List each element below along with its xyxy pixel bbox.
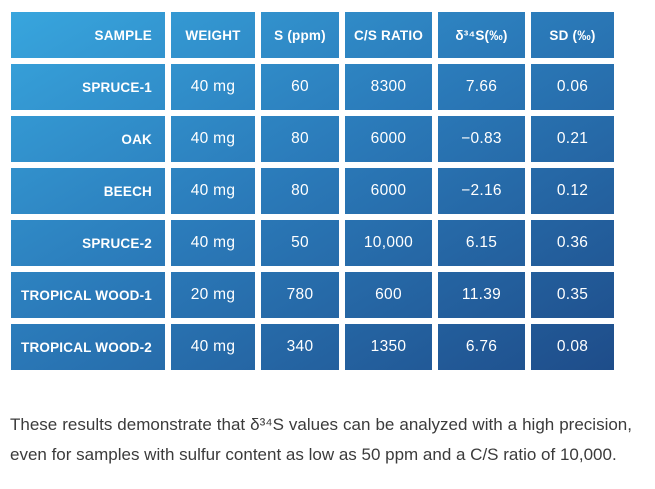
cell-sd: 0.35 — [528, 269, 617, 321]
cell-sample: SPRUCE-1 — [8, 61, 168, 113]
cell-s-ppm: 340 — [258, 321, 342, 373]
header-cell-d34s: δ³⁴S(‰) — [435, 9, 528, 61]
cell-cs-ratio: 600 — [342, 269, 435, 321]
cell-weight: 40 mg — [168, 61, 258, 113]
cell-d34s: −0.83 — [435, 113, 528, 165]
cell-sample: OAK — [8, 113, 168, 165]
cell-weight: 40 mg — [168, 217, 258, 269]
cell-sample: TROPICAL WOOD-2 — [8, 321, 168, 373]
cell-s-ppm: 50 — [258, 217, 342, 269]
cell-d34s: 7.66 — [435, 61, 528, 113]
cell-sample: SPRUCE-2 — [8, 217, 168, 269]
cell-weight: 40 mg — [168, 321, 258, 373]
header-cell-sample: SAMPLE — [8, 9, 168, 61]
cell-weight: 40 mg — [168, 165, 258, 217]
cell-cs-ratio: 8300 — [342, 61, 435, 113]
header-cell-s-ppm: S (ppm) — [258, 9, 342, 61]
cell-s-ppm: 80 — [258, 113, 342, 165]
header-cell-weight: WEIGHT — [168, 9, 258, 61]
cell-d34s: 6.76 — [435, 321, 528, 373]
cell-sd: 0.08 — [528, 321, 617, 373]
cell-cs-ratio: 6000 — [342, 113, 435, 165]
cell-d34s: 6.15 — [435, 217, 528, 269]
cell-sample: BEECH — [8, 165, 168, 217]
cell-s-ppm: 60 — [258, 61, 342, 113]
cell-d34s: 11.39 — [435, 269, 528, 321]
cell-s-ppm: 780 — [258, 269, 342, 321]
cell-sd: 0.21 — [528, 113, 617, 165]
cell-sd: 0.06 — [528, 61, 617, 113]
cell-weight: 40 mg — [168, 113, 258, 165]
cell-d34s: −2.16 — [435, 165, 528, 217]
cell-weight: 20 mg — [168, 269, 258, 321]
results-caption: These results demonstrate that δ³⁴S valu… — [10, 415, 632, 464]
cell-s-ppm: 80 — [258, 165, 342, 217]
results-table: SAMPLE WEIGHT S (ppm) C/S RATIO δ³⁴S(‰) … — [8, 9, 617, 373]
cell-cs-ratio: 10,000 — [342, 217, 435, 269]
cell-sample: TROPICAL WOOD-1 — [8, 269, 168, 321]
cell-cs-ratio: 6000 — [342, 165, 435, 217]
header-cell-cs-ratio: C/S RATIO — [342, 9, 435, 61]
cell-sd: 0.12 — [528, 165, 617, 217]
cell-sd: 0.36 — [528, 217, 617, 269]
cell-cs-ratio: 1350 — [342, 321, 435, 373]
header-cell-sd: SD (‰) — [528, 9, 617, 61]
